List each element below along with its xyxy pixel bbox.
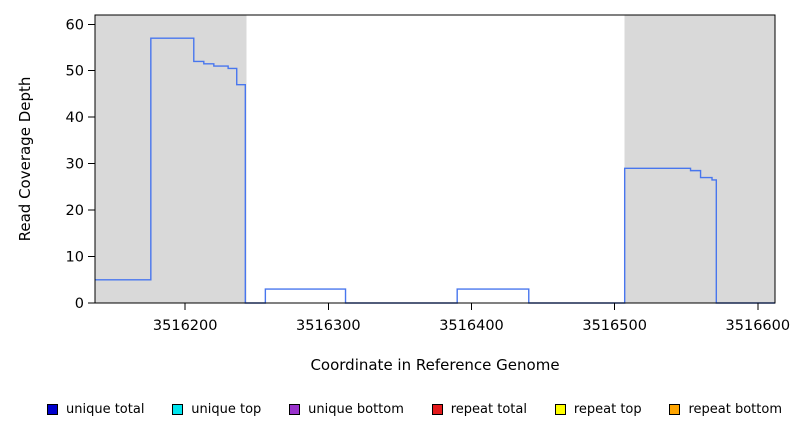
unique-total-line (95, 37, 775, 304)
legend-item-repeat-total: repeat total (431, 401, 527, 417)
legend-item-repeat-bottom: repeat bottom (669, 402, 782, 417)
legend-swatch-repeat-bottom (669, 403, 681, 415)
legend-label-repeat-total: repeat total (450, 401, 527, 417)
y-axis-title: Read Coverage Depth (16, 77, 34, 242)
x-axis-title: Coordinate in Reference Genome (310, 356, 559, 374)
repeat-region-left (95, 15, 247, 303)
legend-label-repeat-top: repeat top (573, 401, 642, 417)
plot-layers: 3516200 3516300 3516400 3516500 3516600 0 10 20… (66, 14, 791, 334)
legend-item-unique-bottom: unique bottom (289, 402, 404, 417)
x-tick-label: 3516200 (153, 318, 218, 334)
y-tick-label: 0 (75, 296, 84, 312)
legend-swatch-unique-top (172, 403, 184, 415)
y-tick-label: 60 (66, 17, 84, 33)
legend-swatch-repeat-top (554, 403, 566, 415)
legend-swatch-unique-bottom (289, 403, 301, 415)
x-tick-label: 3516500 (582, 318, 647, 334)
y-tick-label: 50 (66, 64, 84, 80)
plot-border (94, 14, 776, 304)
x-tick-label: 3516600 (726, 318, 791, 334)
legend-label-unique-top: unique top (191, 401, 262, 417)
legend-item-unique-total: unique total (47, 402, 144, 417)
x-tick-label: 3516400 (439, 318, 504, 334)
legend-swatch-repeat-total (431, 403, 443, 415)
legend-item-unique-top: unique top (172, 402, 261, 417)
legend-swatch-unique-total (47, 403, 58, 415)
legend-label-unique-total: unique total (66, 401, 145, 417)
legend-label-unique-bottom: unique bottom (308, 401, 404, 417)
x-tick-label: 3516300 (296, 318, 361, 334)
coverage-chart: 3516200 3516300 3516400 3516500 3516600 0 10 20… (16, 14, 791, 374)
legend-item-repeat-top: repeat top (554, 401, 642, 417)
y-tick-label: 40 (66, 110, 84, 126)
y-tick-label: 10 (66, 250, 84, 266)
y-tick-label: 30 (66, 157, 84, 173)
chart-legend: unique total unique top unique bottom repea… (47, 399, 782, 419)
y-tick-label: 20 (66, 203, 84, 219)
legend-label-repeat-bottom: repeat bottom (688, 401, 782, 417)
repeat-region-right (624, 15, 775, 303)
